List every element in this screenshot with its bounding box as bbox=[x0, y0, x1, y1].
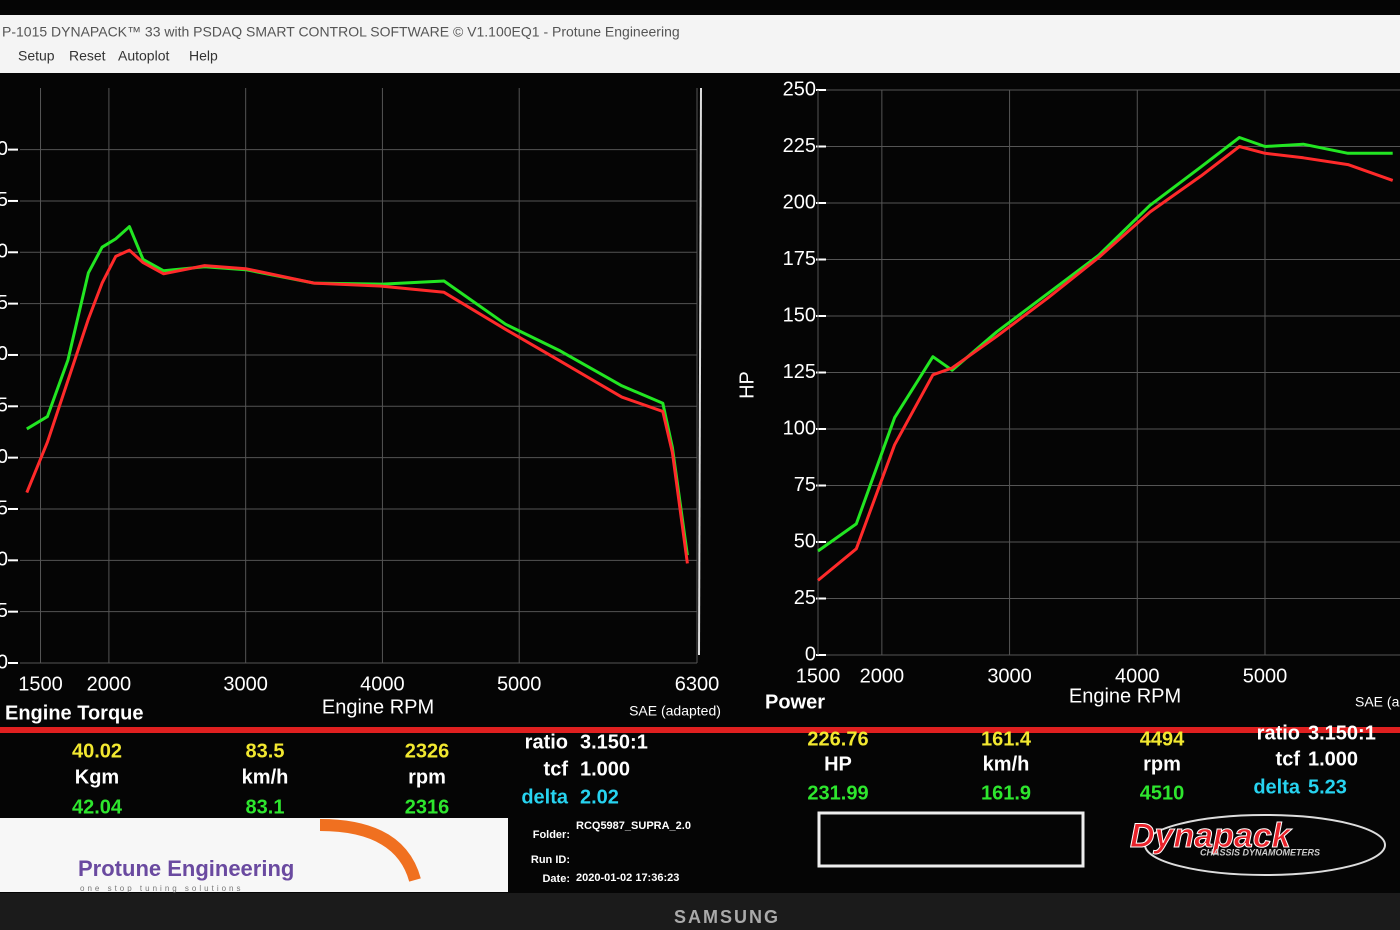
y-tick-label: 35 bbox=[0, 292, 8, 314]
y-tick-label: 40 bbox=[0, 241, 8, 263]
y-tick-label: 100 bbox=[783, 417, 816, 439]
readout-value: 83.5 bbox=[246, 740, 285, 762]
readout-value: 2326 bbox=[405, 740, 450, 762]
readout-setting: 5.23 bbox=[1308, 776, 1347, 798]
readout-label: ratio bbox=[525, 731, 568, 753]
x-axis-label: Engine RPM bbox=[322, 696, 434, 718]
y-tick-label: 50 bbox=[0, 138, 8, 160]
readout-value: 161.4 bbox=[981, 728, 1032, 750]
menu-item[interactable]: Reset bbox=[69, 48, 106, 64]
readout-value: 2316 bbox=[405, 796, 450, 818]
readout-label: tcf bbox=[544, 758, 569, 780]
readout-unit: rpm bbox=[408, 766, 446, 788]
y-tick-label: 225 bbox=[783, 135, 816, 157]
bezel bbox=[0, 893, 1400, 930]
readout-value: 83.1 bbox=[246, 796, 285, 818]
readout-value: 226.76 bbox=[807, 728, 868, 750]
dynapack-logo: Dynapack bbox=[1130, 817, 1293, 855]
y-tick-label: 200 bbox=[783, 191, 816, 213]
logo-ring bbox=[1144, 814, 1386, 876]
readout-label: tcf bbox=[1276, 748, 1301, 770]
charts: 0510152025303540455015002000300040005000… bbox=[0, 78, 1400, 724]
x-tick-label: 2000 bbox=[87, 673, 132, 695]
readout-value: 4510 bbox=[1140, 782, 1185, 804]
readouts: 40.02 Kgm 42.04 83.5 km/h 83.1 2326 rpm 2316 rati… bbox=[72, 722, 1376, 818]
y-tick-label: 125 bbox=[783, 361, 816, 383]
y-tick-label: 25 bbox=[0, 395, 8, 417]
readout-unit: km/h bbox=[983, 753, 1030, 775]
y-tick-label: 250 bbox=[783, 78, 816, 100]
readout-value: 42.04 bbox=[72, 796, 123, 818]
data-line bbox=[25, 248, 689, 564]
chart-note: SAE (adapted) bbox=[1355, 694, 1400, 710]
readout-setting: 1.000 bbox=[1308, 748, 1358, 770]
readout-value: 4494 bbox=[1140, 728, 1185, 750]
x-tick-label: 1500 bbox=[796, 665, 841, 687]
y-tick-label: 30 bbox=[0, 343, 8, 365]
protune-tagline: one stop tuning solutions bbox=[80, 884, 244, 893]
y-tick-label: 75 bbox=[794, 474, 816, 496]
x-tick-label: 4000 bbox=[1115, 665, 1160, 687]
title-bar bbox=[0, 15, 1400, 73]
y-tick-label: 20 bbox=[0, 446, 8, 468]
readout-unit: km/h bbox=[242, 766, 289, 788]
readout-unit: Kgm bbox=[75, 766, 119, 788]
readout-unit: HP bbox=[824, 753, 852, 775]
chart-title: Engine Torque bbox=[5, 702, 144, 724]
readout-setting: 3.150:1 bbox=[580, 731, 648, 753]
readout-setting: 3.150:1 bbox=[1308, 722, 1376, 744]
readout-label: delta bbox=[1253, 776, 1301, 798]
data-line bbox=[817, 136, 1393, 553]
readout-setting: 2.02 bbox=[580, 786, 619, 808]
logo-box bbox=[0, 818, 508, 892]
dynapack-tagline: CHASSIS DYNAMOMETERS bbox=[1200, 847, 1320, 857]
y-tick-label: 150 bbox=[783, 304, 816, 326]
info-label: Date: bbox=[542, 873, 570, 885]
y-tick-label: 175 bbox=[783, 248, 816, 270]
y-tick-label: 45 bbox=[0, 189, 8, 211]
protune-logo: Protune Engineering bbox=[78, 856, 294, 881]
menu-item[interactable]: Autoplot bbox=[118, 48, 169, 64]
x-tick-label: 4000 bbox=[360, 673, 405, 695]
readout-setting: 1.000 bbox=[580, 758, 630, 780]
divider bbox=[0, 727, 1400, 733]
y-tick-label: 0 bbox=[805, 643, 816, 665]
y-tick-label: 50 bbox=[794, 530, 816, 552]
x-axis-label: Engine RPM bbox=[1069, 685, 1181, 707]
window-title: P-1015 DYNAPACK™ 33 with PSDAQ SMART CON… bbox=[2, 24, 680, 40]
folder: RCQ5987_SUPRA_2.0 bbox=[576, 820, 691, 832]
readout-value: 161.9 bbox=[981, 782, 1031, 804]
readout-unit: rpm bbox=[1143, 753, 1181, 775]
y-tick-label: 5 bbox=[0, 600, 8, 622]
y-tick-label: 15 bbox=[0, 497, 8, 519]
x-tick-label: 6300 bbox=[675, 673, 720, 695]
info-label: Run ID: bbox=[531, 854, 570, 866]
data-line bbox=[817, 145, 1394, 582]
empty-box bbox=[817, 811, 1085, 868]
x-tick-label: 2000 bbox=[860, 665, 905, 687]
x-tick-label: 3000 bbox=[987, 665, 1032, 687]
readout-value: 231.99 bbox=[807, 782, 868, 804]
axis-line bbox=[698, 87, 702, 656]
readout-label: ratio bbox=[1257, 722, 1300, 744]
chart-title: Power bbox=[765, 691, 825, 713]
x-tick-label: 5000 bbox=[497, 673, 542, 695]
readout-label: delta bbox=[521, 786, 569, 808]
menu-item[interactable]: Help bbox=[189, 48, 218, 64]
y-tick-label: 0 bbox=[0, 651, 8, 673]
x-tick-label: 5000 bbox=[1243, 665, 1288, 687]
date: 2020-01-02 17:36:23 bbox=[576, 872, 679, 884]
y-axis-label: HP bbox=[736, 371, 758, 399]
y-tick-label: 10 bbox=[0, 549, 8, 571]
x-tick-label: 3000 bbox=[223, 673, 268, 695]
menu-item[interactable]: Setup bbox=[18, 48, 55, 64]
y-tick-label: 25 bbox=[794, 587, 816, 609]
monitor-brand: SAMSUNG bbox=[674, 907, 780, 927]
readout-value: 40.02 bbox=[72, 740, 122, 762]
logo-swoosh bbox=[319, 819, 421, 882]
x-tick-label: 1500 bbox=[18, 673, 63, 695]
info-label: Folder: bbox=[533, 829, 570, 841]
chart-note: SAE (adapted) bbox=[629, 703, 721, 719]
